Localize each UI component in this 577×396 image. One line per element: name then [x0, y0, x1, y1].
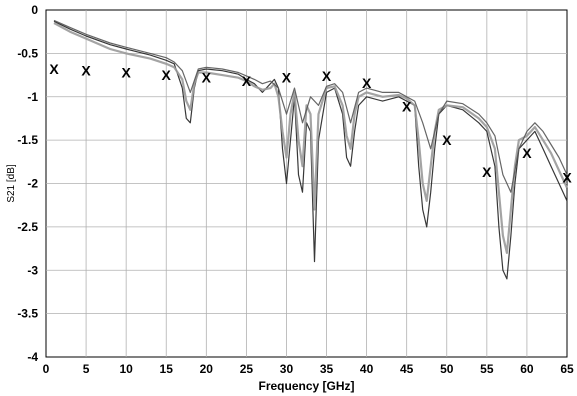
x-tick-label: 15 — [160, 362, 174, 376]
x-tick-label: 45 — [400, 362, 414, 376]
x-tick-label: 10 — [119, 362, 133, 376]
limit-marker: X — [202, 70, 212, 86]
limit-marker: X — [242, 73, 252, 89]
x-tick-label: 35 — [320, 362, 334, 376]
y-tick-label: -0.5 — [17, 46, 38, 60]
limit-markers: X X X X X X X X X X X X X X — [49, 61, 572, 185]
limit-marker: X — [442, 132, 452, 148]
y-tick-label: -1 — [27, 90, 38, 104]
trace-bundle — [53, 19, 568, 280]
trace-line — [53, 22, 568, 254]
limit-marker: X — [49, 61, 59, 77]
x-tick-label: 30 — [280, 362, 294, 376]
y-tick-label: -2.5 — [17, 220, 38, 234]
x-tick-label: 5 — [83, 362, 90, 376]
limit-marker: X — [482, 164, 492, 180]
grid-lines — [46, 10, 567, 357]
y-tick-label: -1.5 — [17, 133, 38, 147]
limit-marker: X — [522, 145, 532, 161]
x-tick-labels: 0 5 10 15 20 25 30 35 40 45 50 55 60 65 — [43, 362, 574, 376]
trace-line — [53, 19, 568, 193]
x-axis-label: Frequency [GHz] — [258, 379, 354, 393]
x-tick-label: 25 — [240, 362, 254, 376]
x-tick-label: 20 — [200, 362, 214, 376]
limit-marker: X — [562, 169, 572, 185]
limit-marker: X — [81, 63, 91, 79]
y-tick-label: -4 — [27, 350, 38, 364]
x-tick-label: 60 — [520, 362, 534, 376]
limit-marker: X — [282, 70, 292, 86]
limit-marker: X — [362, 75, 372, 91]
y-tick-label: -3.5 — [17, 307, 38, 321]
y-tick-label: -2 — [27, 177, 38, 191]
y-tick-label: 0 — [31, 3, 38, 17]
x-tick-label: 40 — [360, 362, 374, 376]
y-tick-label: -3 — [27, 263, 38, 277]
limit-marker: X — [162, 67, 172, 83]
limit-marker: X — [402, 98, 412, 114]
limit-marker: X — [322, 68, 332, 84]
y-axis-label: S21 [dB] — [6, 164, 17, 203]
x-tick-label: 0 — [43, 362, 50, 376]
x-tick-label: 55 — [480, 362, 494, 376]
x-tick-label: 65 — [560, 362, 574, 376]
y-tick-labels: 0 -0.5 -1 -1.5 -2 -2.5 -3 -3.5 -4 — [17, 3, 38, 364]
x-tick-label: 50 — [440, 362, 454, 376]
limit-marker: X — [121, 64, 131, 80]
